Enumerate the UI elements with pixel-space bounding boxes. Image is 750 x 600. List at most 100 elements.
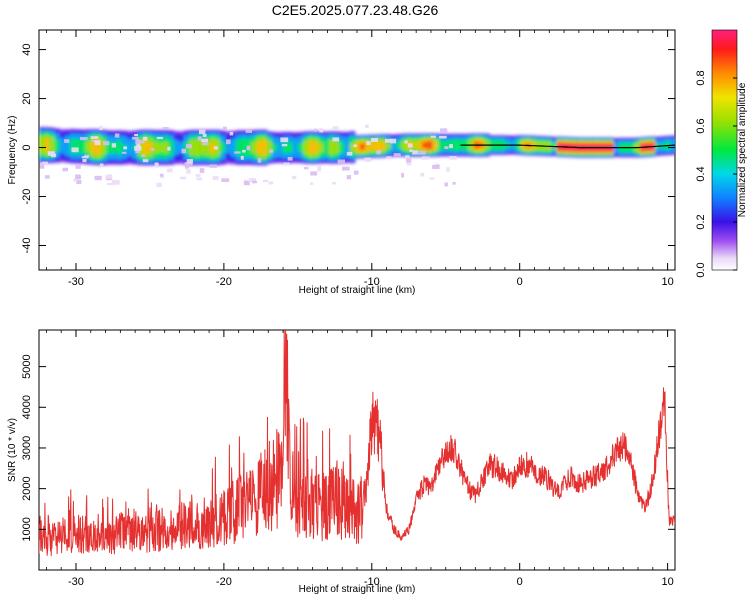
spectrogram-speck	[390, 138, 397, 144]
spectrogram-speck	[99, 163, 104, 167]
spectrogram-speck	[76, 180, 82, 185]
spectrogram-cell	[204, 139, 211, 156]
spectrogram-speck	[75, 164, 81, 169]
spectrogram-speck	[75, 174, 80, 180]
spectrogram-cell	[313, 142, 320, 153]
spectrogram-speck	[159, 173, 164, 177]
spectrogram-speck	[77, 174, 81, 180]
spectrogram-y-tick-label: -20	[21, 189, 33, 205]
spectrogram-cell	[349, 143, 356, 152]
spectrogram-speck	[429, 177, 435, 180]
spectrogram-cell	[422, 141, 428, 149]
spectrogram-cell	[292, 138, 299, 158]
spectrogram-cell	[75, 138, 82, 154]
spectrogram-speck	[81, 156, 89, 159]
spectrogram-cell	[375, 141, 382, 151]
snr-y-tick-label: 5000	[21, 354, 33, 378]
spectrogram-speck	[111, 179, 120, 185]
spectrogram-cell	[240, 138, 247, 158]
spectrogram-cell	[127, 139, 133, 157]
colorbar-ticks: 0.0 0.2 0.4 0.6 0.8	[695, 70, 737, 278]
spectrogram-cell	[64, 135, 71, 157]
spectrogram-speck	[141, 154, 146, 157]
spectrogram-cell	[173, 140, 180, 155]
spectrogram-speck	[199, 168, 205, 173]
spectrogram-speck	[181, 148, 187, 154]
spectrogram-cell	[220, 142, 226, 154]
spectrogram-cell	[401, 140, 408, 150]
spectrogram-speck	[156, 136, 164, 140]
spectrogram-speck	[366, 141, 371, 145]
snr-y-tick-label: 4000	[21, 395, 33, 419]
spectrogram-speck	[310, 171, 318, 176]
snr-x-tick-label: -10	[364, 576, 380, 588]
spectrogram-speck	[405, 155, 410, 159]
spectrogram-speck	[440, 128, 448, 133]
spectrogram-cell	[256, 141, 263, 154]
snr-y-tick-label: 2000	[21, 476, 33, 500]
spectrogram-speck	[332, 126, 339, 130]
spectrogram-speck	[221, 178, 230, 183]
spectrogram-cell	[168, 139, 175, 156]
spectrogram-speck	[384, 138, 392, 143]
spectrogram-speck	[123, 146, 127, 150]
spectrogram-speck	[142, 159, 149, 163]
spectrogram-speck	[353, 144, 357, 148]
spectrogram-speck	[99, 125, 103, 131]
spectrogram-speck	[407, 143, 413, 148]
spectrogram-speck	[406, 162, 412, 166]
spectrogram-cell	[334, 141, 340, 154]
spectrogram-speck	[162, 127, 169, 130]
snr-panel: -30 -20 -10 0 10 1000 2000 3000 4000 5000 Height …	[7, 329, 676, 595]
spectrogram-cell	[261, 140, 268, 155]
spectrogram-speck	[444, 182, 448, 187]
spectrogram-speck	[132, 136, 139, 140]
spectrogram-speck	[156, 182, 162, 187]
spectrogram-cell	[39, 136, 45, 154]
spectrogram-speck	[45, 175, 50, 179]
spectrogram-speck	[50, 153, 57, 158]
spectrogram-speck	[196, 177, 203, 181]
spectrogram-speck	[154, 162, 159, 167]
spectrogram-x-tick-label: 10	[661, 276, 673, 288]
spectrogram-cell	[359, 143, 366, 150]
spectrogram-speck	[201, 138, 209, 143]
spectrogram-speck	[160, 175, 164, 179]
spectrogram-speck	[71, 147, 79, 153]
snr-x-tick-label: -20	[216, 576, 232, 588]
spectrogram-speck	[446, 167, 450, 172]
spectrogram-speck	[365, 124, 369, 128]
spectrogram-speck	[342, 166, 350, 171]
spectrogram-cell	[339, 141, 346, 154]
spectrogram-speck	[262, 179, 269, 183]
spectrogram-cell	[416, 142, 423, 149]
snr-y-tick-label: 1000	[21, 517, 33, 541]
spectrogram-cell	[432, 141, 439, 150]
spectrogram-cell	[178, 142, 185, 153]
spectrogram-speck	[420, 172, 425, 177]
spectrogram-cell	[396, 141, 402, 149]
spectrogram-speck	[202, 134, 207, 138]
spectrogram-cell	[277, 137, 283, 158]
spectrogram-speck	[143, 136, 148, 141]
spectrogram-speck	[310, 182, 314, 185]
spectrogram-speck	[82, 159, 87, 163]
spectrogram-cell	[354, 142, 361, 152]
spectrogram-cell	[199, 140, 206, 155]
spectrogram-cell	[266, 140, 273, 155]
spectrogram-speck	[393, 153, 401, 157]
spectrogram-speck	[364, 157, 372, 162]
spectrogram-speck	[409, 149, 413, 152]
spectrogram-speck	[417, 150, 426, 155]
spectrogram-cell	[80, 139, 87, 154]
spectrogram-speck	[246, 145, 251, 151]
spectrogram-speck	[201, 142, 209, 146]
spectrogram-speck	[269, 149, 274, 153]
spectrogram-y-tick-label: -40	[21, 238, 33, 254]
spectrogram-cell	[453, 139, 459, 152]
spectrogram-speck	[90, 136, 99, 139]
spectrogram-cell	[271, 143, 278, 152]
spectrogram-speck	[114, 133, 120, 138]
spectrogram-speck	[243, 181, 250, 186]
